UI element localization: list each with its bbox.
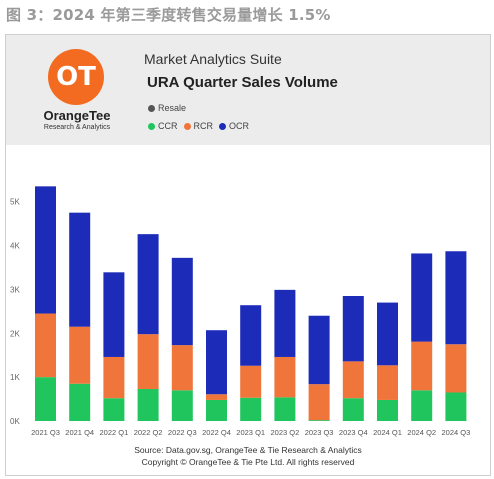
bar-rcr — [240, 365, 262, 398]
bar-ccr — [137, 388, 159, 421]
bar-ocr — [377, 302, 398, 366]
legend-ocr-dot-icon — [219, 122, 226, 130]
chart-title: URA Quarter Sales Volume — [147, 74, 338, 91]
bar-ocr — [274, 289, 296, 357]
x-tick-label: 2024 Q3 — [442, 428, 471, 437]
bar-rcr — [137, 334, 159, 389]
legend-ocr-label: OCR — [229, 121, 249, 131]
bar-rcr — [274, 356, 296, 398]
bar-rcr — [35, 313, 56, 378]
bar-chart: 0K 1K 2K 3K 4K 5K 2021 Q3 2021 Q4 2022 Q1 2022 Q… — [10, 186, 470, 437]
legend-rcr: RCR — [183, 121, 214, 131]
logo-tagline: Research & Analytics — [43, 124, 111, 131]
bar-rcr — [308, 384, 330, 421]
y-tick-label: 3K — [10, 285, 20, 294]
bar-rcr — [411, 341, 433, 391]
bar-ccr — [445, 392, 467, 421]
bar-ccr — [35, 377, 56, 421]
source-note: Source: Data.gov.sg, OrangeTee & Tie Res… — [134, 445, 362, 455]
bar-rcr — [342, 361, 364, 399]
x-tick-label: 2022 Q4 — [202, 428, 231, 437]
x-axis: 2021 Q3 2021 Q4 2022 Q1 2022 Q2 2022 Q3 2022 … — [31, 428, 470, 437]
x-tick-label: 2024 Q2 — [407, 428, 436, 437]
y-tick-label: 5K — [10, 198, 20, 207]
legend-rcr-label: RCR — [193, 121, 214, 131]
x-tick-label: 2022 Q2 — [134, 428, 163, 437]
x-tick-label: 2023 Q1 — [236, 428, 265, 437]
bar-rcr — [377, 365, 398, 400]
figure-title: 图 3：2024 年第三季度转售交易量增长 1.5% — [6, 6, 331, 24]
x-tick-label: 2022 Q3 — [168, 428, 197, 437]
bar-rcr — [445, 344, 467, 393]
report-card: OT OrangeTee Research & Analytics Market… — [5, 34, 491, 476]
bar-ccr — [69, 383, 91, 421]
y-tick-label: 1K — [10, 373, 20, 382]
x-tick-label: 2021 Q3 — [31, 428, 60, 437]
legend-resale-label: Resale — [158, 103, 187, 113]
legend-ocr: OCR — [219, 121, 249, 131]
bar-ocr — [308, 315, 330, 385]
y-tick-label: 0K — [10, 417, 20, 426]
y-axis: 0K 1K 2K 3K 4K 5K — [10, 198, 20, 426]
copyright-note: Copyright © OrangeTee & Tie Pte Ltd. All… — [141, 457, 355, 467]
legend-resale: Resale — [148, 103, 186, 113]
bar-ocr — [137, 234, 159, 335]
bar-ccr — [171, 390, 193, 421]
bar-ccr — [377, 399, 398, 421]
logo-name: OrangeTee — [43, 108, 111, 123]
bar-rcr — [206, 394, 227, 400]
x-tick-label: 2023 Q4 — [339, 428, 368, 437]
x-tick-label: 2023 Q2 — [271, 428, 300, 437]
bar-ccr — [308, 420, 330, 421]
legend-rcr-dot-icon — [183, 122, 191, 130]
bar-ccr — [342, 398, 364, 421]
bar-ocr — [445, 251, 467, 345]
bar-ccr — [274, 397, 296, 421]
bar-ccr — [411, 390, 433, 421]
bar-ocr — [342, 296, 364, 362]
legend-ccr-dot-icon — [148, 122, 155, 130]
bar-ocr — [411, 253, 433, 342]
y-tick-label: 2K — [10, 329, 20, 338]
bar-ccr — [206, 399, 227, 421]
x-tick-label: 2022 Q1 — [100, 428, 129, 437]
bar-rcr — [103, 356, 125, 399]
legend-series: CCR RCR OCR — [148, 121, 255, 131]
x-tick-label: 2023 Q3 — [305, 428, 334, 437]
y-tick-label: 4K — [10, 242, 20, 251]
x-tick-label: 2024 Q1 — [373, 428, 402, 437]
bar-ocr — [240, 305, 262, 366]
bar-rcr — [171, 345, 193, 391]
legend-ccr-label: CCR — [158, 121, 178, 131]
suite-title: Market Analytics Suite — [144, 51, 282, 67]
bar-rcr — [69, 326, 91, 384]
bar-ocr — [171, 257, 193, 346]
bar-ocr — [69, 212, 91, 327]
orangetee-logo-icon: OT — [48, 49, 104, 105]
report-header: OT OrangeTee Research & Analytics Market… — [6, 35, 490, 145]
legend-resale-dot-icon — [148, 104, 155, 112]
x-tick-label: 2021 Q4 — [65, 428, 94, 437]
bar-ocr — [206, 330, 227, 395]
bar-ocr — [35, 186, 56, 314]
legend-ccr: CCR — [148, 121, 178, 131]
bars — [35, 186, 467, 421]
bar-ocr — [103, 272, 125, 357]
bar-ccr — [103, 398, 125, 421]
bar-ccr — [240, 397, 262, 421]
